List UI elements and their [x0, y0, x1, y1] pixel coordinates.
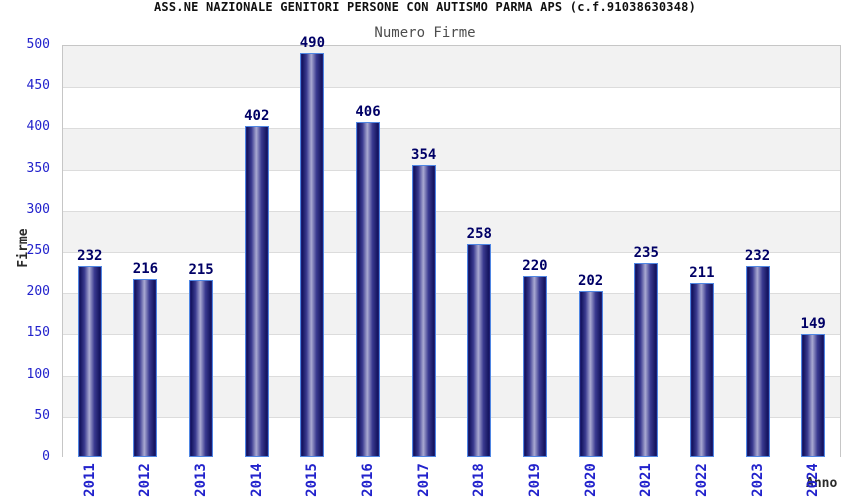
bar-2023	[745, 265, 770, 457]
y-tick-label: 450	[26, 78, 50, 94]
bar-2011	[77, 265, 102, 457]
x-axis-title: Anno	[806, 476, 838, 491]
x-tick-label: 2017	[415, 463, 432, 497]
bar-2015	[300, 53, 325, 457]
bar-2016	[356, 122, 381, 457]
bar-value-label: 235	[633, 245, 659, 262]
bar-value-label: 258	[466, 226, 492, 243]
y-tick-label: 50	[34, 407, 50, 423]
x-tick-label: 2016	[360, 463, 377, 497]
x-tick-label: 2019	[526, 463, 543, 497]
x-tick-label: 2015	[304, 463, 321, 497]
x-tick-label: 2013	[193, 463, 210, 497]
bar-value-label: 149	[800, 316, 826, 333]
x-tick-label: 2012	[137, 463, 154, 497]
x-tick-label: 2023	[749, 463, 766, 497]
bar-value-label: 490	[299, 35, 326, 52]
y-tick-label: 200	[26, 284, 50, 300]
bar-2018	[467, 244, 492, 457]
y-tick-label: 250	[26, 243, 50, 258]
bar-2017	[411, 165, 436, 457]
bar-2012	[133, 279, 158, 457]
x-tick-label: 2011	[81, 463, 98, 497]
y-tick-label: 400	[26, 119, 50, 135]
y-tick-label: 350	[26, 160, 50, 176]
bar-value-label: 215	[188, 261, 214, 278]
bar-2024	[801, 334, 826, 457]
bar-value-label: 232	[77, 247, 103, 264]
plot-band	[63, 416, 840, 458]
bar-value-label: 406	[355, 104, 381, 121]
bar-value-label: 220	[522, 257, 548, 274]
bar-2014	[244, 125, 269, 457]
y-tick-label: 150	[26, 325, 50, 341]
plot-area	[62, 45, 841, 458]
bar-value-label: 402	[244, 107, 270, 124]
bar-2020	[578, 290, 603, 457]
plot-band	[63, 293, 840, 335]
plot-band	[63, 334, 840, 376]
plot-band	[63, 375, 840, 417]
y-tick-label: 300	[26, 201, 50, 217]
x-tick-label: 2024	[805, 463, 822, 497]
y-tick-label: 0	[42, 449, 50, 464]
chart-subtitle: Numero Firme	[374, 25, 476, 41]
y-tick-label: 100	[26, 366, 50, 382]
plot-band	[63, 210, 840, 252]
bar-value-label: 202	[577, 272, 604, 289]
x-tick-label: 2014	[248, 463, 265, 497]
bar-2021	[634, 263, 659, 457]
bar-value-label: 354	[411, 147, 437, 164]
x-tick-label: 2022	[693, 463, 710, 497]
bar-value-label: 211	[689, 265, 715, 282]
plot-band	[63, 46, 840, 88]
plot-band	[63, 169, 840, 211]
bar-2013	[189, 279, 214, 457]
plot-band	[63, 128, 840, 170]
chart-title: ASS.NE NAZIONALE GENITORI PERSONE CON AU…	[154, 0, 696, 14]
bar-2019	[522, 275, 547, 457]
plot-band	[63, 87, 840, 129]
bar-value-label: 232	[744, 247, 771, 264]
x-tick-label: 2021	[638, 463, 655, 497]
x-tick-label: 2018	[471, 463, 488, 497]
bar-value-label: 216	[132, 261, 159, 278]
x-tick-label: 2020	[582, 463, 599, 497]
bar-2022	[689, 283, 714, 457]
y-tick-label: 500	[26, 37, 50, 52]
